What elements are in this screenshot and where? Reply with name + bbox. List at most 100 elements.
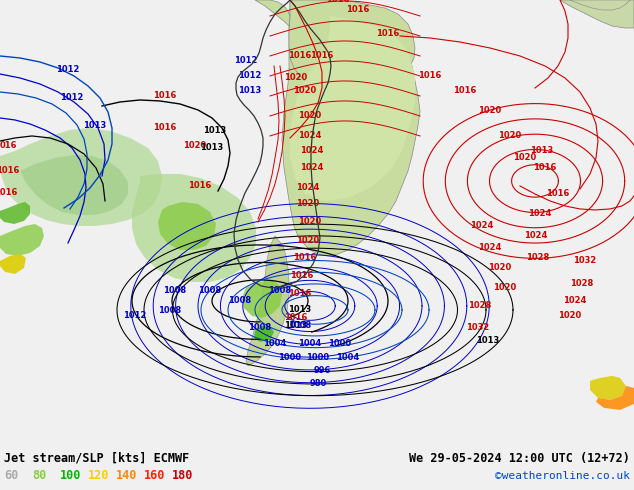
Text: 1008: 1008 xyxy=(249,323,271,332)
Polygon shape xyxy=(20,155,128,215)
Text: 80: 80 xyxy=(32,469,46,483)
Text: 1016: 1016 xyxy=(327,0,350,4)
Text: 140: 140 xyxy=(116,469,138,483)
Text: 1024: 1024 xyxy=(528,209,552,219)
Polygon shape xyxy=(0,128,162,226)
Text: 1016: 1016 xyxy=(153,123,177,132)
Text: 1016: 1016 xyxy=(0,189,18,197)
Polygon shape xyxy=(570,0,630,10)
Text: 1016: 1016 xyxy=(288,51,312,60)
Text: 1020: 1020 xyxy=(479,106,501,116)
Polygon shape xyxy=(132,174,256,282)
Text: 120: 120 xyxy=(88,469,110,483)
Text: 1020: 1020 xyxy=(488,264,512,272)
Text: Jet stream/SLP [kts] ECMWF: Jet stream/SLP [kts] ECMWF xyxy=(4,452,190,465)
Text: 60: 60 xyxy=(4,469,18,483)
Text: 1020: 1020 xyxy=(493,283,517,293)
Text: 1016: 1016 xyxy=(533,164,557,172)
Text: 1013: 1013 xyxy=(84,122,107,130)
Polygon shape xyxy=(282,0,420,256)
Text: 1024: 1024 xyxy=(299,131,321,141)
Text: 100: 100 xyxy=(60,469,81,483)
Text: 1020: 1020 xyxy=(498,131,522,141)
Text: 1024: 1024 xyxy=(296,183,320,193)
Text: 1016: 1016 xyxy=(288,290,312,298)
Text: 1020: 1020 xyxy=(299,218,321,226)
Polygon shape xyxy=(560,0,634,28)
Polygon shape xyxy=(0,254,26,274)
Polygon shape xyxy=(0,224,44,256)
Text: 1016: 1016 xyxy=(453,86,477,96)
Text: 1028: 1028 xyxy=(469,301,491,311)
Text: 1024: 1024 xyxy=(478,244,501,252)
Text: 1013: 1013 xyxy=(288,305,312,315)
Text: 1020: 1020 xyxy=(294,86,316,96)
Text: 1024: 1024 xyxy=(564,296,586,305)
Polygon shape xyxy=(289,0,415,96)
Text: 1020: 1020 xyxy=(296,237,320,245)
Text: 1004: 1004 xyxy=(299,340,321,348)
Text: 1000: 1000 xyxy=(278,353,302,363)
Text: 1013: 1013 xyxy=(285,321,307,330)
Text: 1012: 1012 xyxy=(56,66,80,74)
Polygon shape xyxy=(0,202,30,224)
Text: 1000: 1000 xyxy=(306,353,330,363)
Text: 1032: 1032 xyxy=(573,256,597,266)
Text: 996: 996 xyxy=(313,367,331,375)
Text: 1024: 1024 xyxy=(301,164,324,172)
Text: 1013: 1013 xyxy=(238,86,262,96)
Text: 980: 980 xyxy=(309,379,327,389)
Polygon shape xyxy=(242,280,282,318)
Text: 1008: 1008 xyxy=(198,287,221,295)
Polygon shape xyxy=(596,386,634,410)
Text: 1016: 1016 xyxy=(377,29,399,39)
Text: 1024: 1024 xyxy=(524,231,548,241)
Text: 1004: 1004 xyxy=(263,340,287,348)
Text: 1032: 1032 xyxy=(467,323,489,332)
Text: 1013: 1013 xyxy=(531,147,553,155)
Text: 1028: 1028 xyxy=(571,279,593,289)
Polygon shape xyxy=(246,236,289,366)
Text: 1013: 1013 xyxy=(200,144,224,152)
Text: We 29-05-2024 12:00 UTC (12+72): We 29-05-2024 12:00 UTC (12+72) xyxy=(409,452,630,465)
Text: 1020: 1020 xyxy=(296,199,320,208)
Polygon shape xyxy=(158,202,216,250)
Text: 160: 160 xyxy=(144,469,165,483)
Text: 1016: 1016 xyxy=(0,167,20,175)
Text: 1004: 1004 xyxy=(337,353,359,363)
Text: 1016: 1016 xyxy=(547,190,570,198)
Text: 1012: 1012 xyxy=(238,72,262,80)
Text: 1012: 1012 xyxy=(235,56,257,66)
Text: 1012: 1012 xyxy=(123,312,146,320)
Text: 1008: 1008 xyxy=(158,306,181,316)
Text: 1016: 1016 xyxy=(290,271,314,280)
Text: 1024: 1024 xyxy=(301,147,324,155)
Text: 1012: 1012 xyxy=(60,94,84,102)
Text: 1016: 1016 xyxy=(418,72,442,80)
Text: 016: 016 xyxy=(0,142,16,150)
Text: 1008: 1008 xyxy=(288,321,311,330)
Text: 1013: 1013 xyxy=(204,126,226,135)
Text: 1016: 1016 xyxy=(188,181,212,191)
Text: 1024: 1024 xyxy=(470,221,494,230)
Text: 1016: 1016 xyxy=(346,5,370,15)
Text: 1020: 1020 xyxy=(183,142,207,150)
Text: 1013: 1013 xyxy=(476,337,500,345)
Text: 1000: 1000 xyxy=(328,340,352,348)
Polygon shape xyxy=(590,376,626,400)
Text: 1016: 1016 xyxy=(284,314,307,322)
Text: 1008: 1008 xyxy=(228,296,252,305)
Text: ©weatheronline.co.uk: ©weatheronline.co.uk xyxy=(495,471,630,481)
Polygon shape xyxy=(255,0,290,26)
Text: 1020: 1020 xyxy=(559,312,581,320)
Text: 1016: 1016 xyxy=(153,92,177,100)
Text: 1020: 1020 xyxy=(285,74,307,82)
Polygon shape xyxy=(290,16,415,201)
Text: 1020: 1020 xyxy=(299,111,321,121)
Text: 1008: 1008 xyxy=(268,287,292,295)
Polygon shape xyxy=(254,326,274,342)
Text: 1028: 1028 xyxy=(526,253,550,263)
Text: 1016: 1016 xyxy=(310,51,333,60)
Text: 1020: 1020 xyxy=(514,153,536,163)
Text: 1016: 1016 xyxy=(294,253,317,263)
